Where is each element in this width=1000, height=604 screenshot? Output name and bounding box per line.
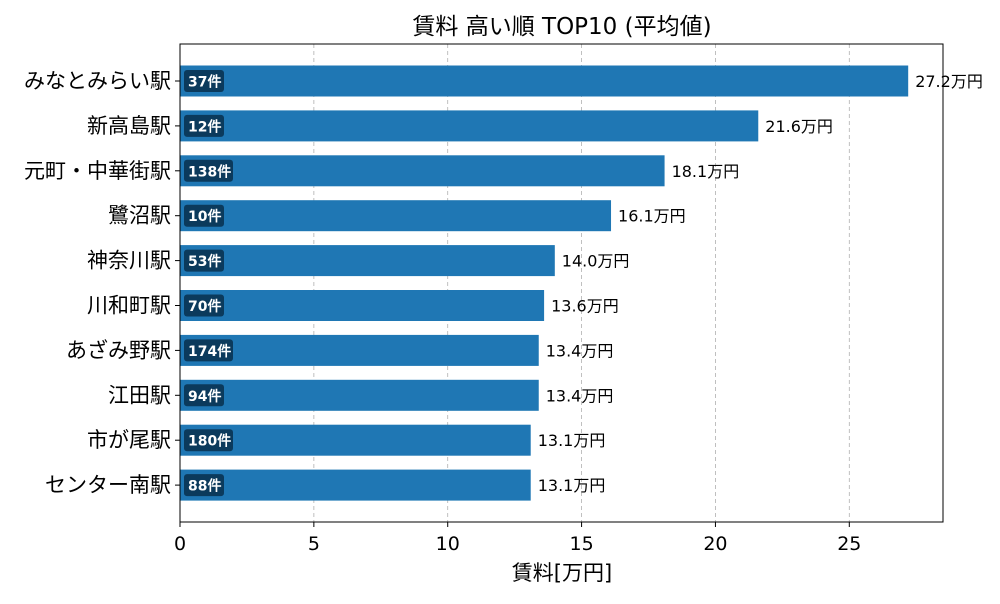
bar — [180, 334, 539, 366]
count-label: 70件 — [188, 298, 221, 315]
x-tick-label: 10 — [436, 533, 460, 555]
x-tick-label: 15 — [569, 533, 593, 555]
category-label: 元町・中華街駅 — [24, 159, 171, 183]
count-badge — [184, 114, 224, 137]
count-label: 37件 — [188, 74, 221, 91]
value-label: 13.6万円 — [551, 297, 619, 316]
x-tick-label: 5 — [308, 533, 320, 555]
bar — [180, 424, 531, 456]
count-badge — [184, 339, 233, 362]
value-label: 16.1万円 — [618, 207, 686, 226]
count-badge — [184, 294, 224, 317]
x-tick-label: 25 — [837, 533, 861, 555]
value-label: 14.0万円 — [562, 252, 630, 271]
category-label: 市が尾駅 — [87, 428, 171, 452]
category-label: 神奈川駅 — [87, 249, 171, 273]
category-label: みなとみらい駅 — [24, 69, 171, 93]
category-label: 川和町駅 — [87, 294, 171, 318]
value-label: 13.4万円 — [546, 386, 614, 405]
count-label: 88件 — [188, 478, 221, 495]
bar — [180, 200, 612, 232]
value-label: 27.2万円 — [915, 72, 983, 91]
x-axis-ticks: 0 5 10 15 20 25 — [174, 522, 861, 555]
bar — [180, 379, 539, 411]
plot-frame — [179, 43, 944, 523]
count-label: 53件 — [188, 253, 221, 270]
count-badge — [184, 70, 224, 92]
value-label: 13.1万円 — [538, 431, 606, 450]
category-label: 新高島駅 — [87, 114, 171, 138]
bar — [180, 65, 909, 97]
count-badge — [184, 474, 224, 497]
count-label: 138件 — [188, 163, 231, 180]
x-axis-label: 賃料[万円] — [512, 561, 612, 585]
bar — [180, 469, 531, 501]
bars: 37件 27.2万円 12件 21.6万円 138件 18.1万円 10件 16.1万円 53件… — [180, 65, 983, 501]
value-label: 18.1万円 — [672, 162, 740, 181]
count-badge — [184, 159, 233, 182]
count-label: 180件 — [188, 433, 231, 450]
value-label: 13.1万円 — [538, 476, 606, 495]
chart-title: 賃料 高い順 TOP10 (平均値) — [412, 14, 711, 40]
category-label: センター南駅 — [45, 473, 171, 497]
count-label: 10件 — [188, 208, 221, 225]
count-label: 94件 — [188, 388, 221, 405]
value-label: 21.6万円 — [765, 117, 833, 136]
bar — [180, 110, 759, 142]
x-tick-label: 0 — [174, 533, 186, 555]
x-tick-label: 20 — [703, 533, 727, 555]
y-axis-categories: みなとみらい駅新高島駅元町・中華街駅鷺沼駅神奈川駅川和町駅あざみ野駅江田駅市が尾… — [24, 69, 180, 497]
count-badge — [184, 429, 233, 452]
count-badge — [184, 249, 224, 272]
count-label: 174件 — [188, 343, 231, 360]
count-badge — [184, 384, 224, 407]
bar — [180, 155, 665, 187]
count-badge — [184, 204, 224, 227]
category-label: 鷺沼駅 — [108, 204, 171, 228]
count-label: 12件 — [188, 118, 221, 135]
category-label: あざみ野駅 — [66, 338, 171, 362]
value-label: 13.4万円 — [546, 341, 614, 360]
bar — [180, 290, 545, 321]
category-label: 江田駅 — [108, 383, 171, 407]
bar — [180, 245, 555, 277]
